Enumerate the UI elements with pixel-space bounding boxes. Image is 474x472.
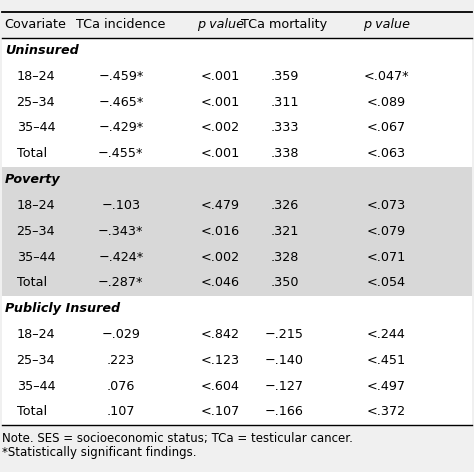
Text: <.604: <.604 [201, 379, 240, 393]
Text: Note. SES = socioeconomic status; TCa = testicular cancer.: Note. SES = socioeconomic status; TCa = … [2, 431, 353, 445]
Text: −.103: −.103 [101, 199, 140, 212]
Text: 18–24: 18–24 [17, 328, 55, 341]
Text: <.479: <.479 [201, 199, 240, 212]
Text: <.079: <.079 [367, 225, 406, 238]
Text: <.063: <.063 [367, 147, 406, 160]
Text: Publicly Insured: Publicly Insured [5, 302, 120, 315]
Text: Total: Total [17, 147, 47, 160]
Text: <.001: <.001 [201, 147, 240, 160]
Text: <.002: <.002 [201, 121, 240, 135]
Text: p value: p value [197, 18, 244, 31]
Text: .326: .326 [270, 199, 299, 212]
Text: −.455*: −.455* [98, 147, 144, 160]
Text: −.287*: −.287* [98, 276, 144, 289]
Text: −.343*: −.343* [98, 225, 144, 238]
Text: Total: Total [17, 276, 47, 289]
Text: <.497: <.497 [367, 379, 406, 393]
Text: Poverty: Poverty [5, 173, 60, 186]
Text: <.089: <.089 [367, 96, 406, 109]
Text: 25–34: 25–34 [17, 96, 55, 109]
Text: p value: p value [363, 18, 410, 31]
Text: <.372: <.372 [367, 405, 406, 418]
Text: 18–24: 18–24 [17, 70, 55, 83]
Text: .338: .338 [270, 147, 299, 160]
Text: Uninsured: Uninsured [5, 44, 79, 57]
Text: <.073: <.073 [367, 199, 406, 212]
Text: TCa incidence: TCa incidence [76, 18, 165, 31]
Text: <.244: <.244 [367, 328, 406, 341]
Text: −.459*: −.459* [98, 70, 144, 83]
Text: .350: .350 [270, 276, 299, 289]
Text: Total: Total [17, 405, 47, 418]
Text: .223: .223 [107, 354, 135, 367]
Text: .328: .328 [270, 251, 299, 263]
Text: 25–34: 25–34 [17, 225, 55, 238]
Text: −.029: −.029 [101, 328, 140, 341]
Text: <.016: <.016 [201, 225, 240, 238]
Text: <.123: <.123 [201, 354, 240, 367]
Text: 18–24: 18–24 [17, 199, 55, 212]
Text: <.842: <.842 [201, 328, 240, 341]
Text: .359: .359 [270, 70, 299, 83]
Text: −.140: −.140 [265, 354, 304, 367]
Text: TCa mortality: TCa mortality [241, 18, 328, 31]
Text: −.166: −.166 [265, 405, 304, 418]
Text: −.465*: −.465* [98, 96, 144, 109]
Text: −.215: −.215 [265, 328, 304, 341]
Bar [2, 167, 472, 296]
Text: −.424*: −.424* [98, 251, 144, 263]
Text: <.001: <.001 [201, 96, 240, 109]
Text: .321: .321 [270, 225, 299, 238]
Text: <.047*: <.047* [364, 70, 409, 83]
Bar [2, 38, 472, 167]
Text: .311: .311 [270, 96, 299, 109]
Text: <.046: <.046 [201, 276, 240, 289]
Text: .333: .333 [270, 121, 299, 135]
Text: <.071: <.071 [367, 251, 406, 263]
Text: *Statistically significant findings.: *Statistically significant findings. [2, 446, 197, 459]
Text: 35–44: 35–44 [17, 121, 55, 135]
Text: −.429*: −.429* [98, 121, 144, 135]
Bar [2, 296, 472, 425]
Text: 35–44: 35–44 [17, 251, 55, 263]
Text: 25–34: 25–34 [17, 354, 55, 367]
Text: <.002: <.002 [201, 251, 240, 263]
Text: .107: .107 [107, 405, 135, 418]
Text: <.054: <.054 [367, 276, 406, 289]
Text: <.067: <.067 [367, 121, 406, 135]
Text: .076: .076 [107, 379, 135, 393]
Text: Covariate: Covariate [5, 18, 67, 31]
Text: <.001: <.001 [201, 70, 240, 83]
Text: 35–44: 35–44 [17, 379, 55, 393]
Text: −.127: −.127 [265, 379, 304, 393]
Text: <.107: <.107 [201, 405, 240, 418]
Text: <.451: <.451 [367, 354, 406, 367]
